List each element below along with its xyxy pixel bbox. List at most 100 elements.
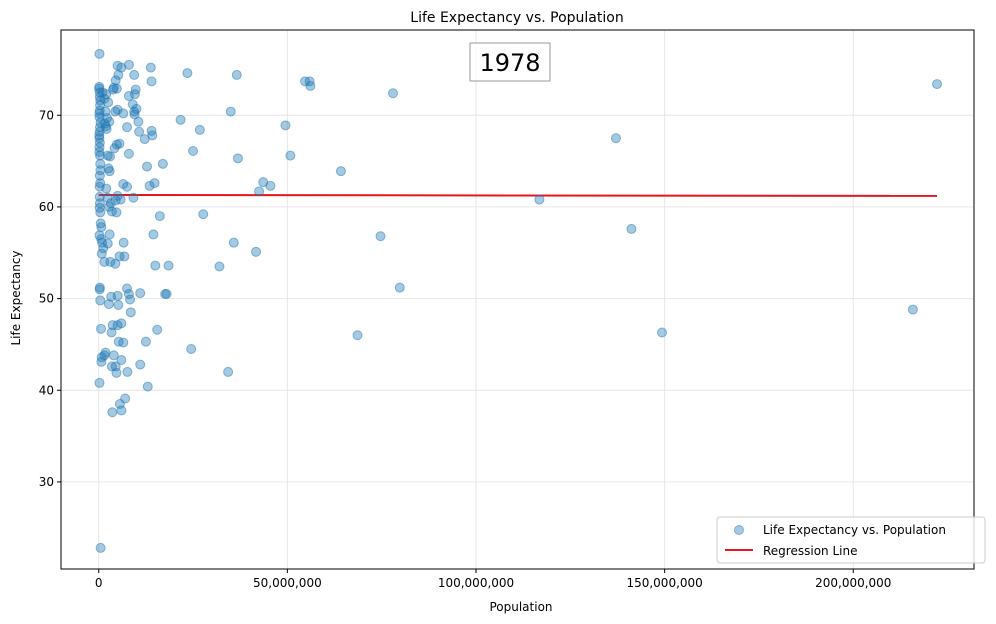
data-point — [150, 260, 161, 271]
data-point — [94, 130, 105, 141]
data-point — [214, 261, 225, 272]
gridlines — [61, 30, 974, 569]
data-point — [134, 126, 145, 137]
data-point — [94, 146, 105, 157]
data-point — [194, 124, 205, 135]
data-point — [122, 283, 133, 294]
data-point — [110, 75, 121, 86]
data-point — [147, 130, 158, 141]
data-point — [112, 104, 123, 115]
data-point — [95, 542, 106, 553]
data-point — [114, 138, 125, 149]
data-point — [116, 62, 127, 73]
x-tick-label: 200,000,000 — [815, 576, 891, 590]
data-point — [656, 327, 667, 338]
data-point — [932, 79, 943, 90]
data-point — [335, 166, 346, 177]
data-point — [186, 344, 197, 354]
data-point — [285, 150, 296, 161]
data-point — [116, 355, 127, 365]
chart-title: Life Expectancy vs. Population — [410, 10, 623, 26]
data-point — [142, 381, 153, 392]
scatter-points — [94, 48, 943, 553]
data-point — [251, 246, 262, 257]
data-point — [104, 166, 115, 177]
data-point — [118, 108, 129, 119]
legend-scatter-label: Life Expectancy vs. Population — [763, 523, 946, 537]
data-point — [100, 347, 111, 358]
data-point — [140, 336, 151, 347]
data-point — [95, 295, 106, 306]
data-point — [125, 307, 136, 318]
data-point — [231, 69, 242, 80]
data-point — [130, 84, 141, 95]
data-point — [144, 180, 155, 191]
data-point — [161, 289, 172, 299]
data-point — [265, 180, 276, 191]
data-point — [95, 150, 106, 161]
legend-line-label: Regression Line — [763, 544, 857, 558]
data-point — [101, 183, 112, 194]
year-annotation-text: 1978 — [479, 49, 540, 77]
data-point — [388, 88, 398, 99]
y-axis-title: Life Expectancy — [9, 250, 23, 345]
data-point — [113, 300, 124, 310]
y-tick-label: 60 — [39, 200, 54, 214]
data-point — [113, 69, 124, 80]
data-point — [375, 231, 386, 242]
data-point — [111, 207, 122, 218]
data-point — [626, 223, 637, 234]
x-axis-ticks: 0 50,000,000 100,000,000 150,000,000 200,000… — [95, 569, 891, 590]
data-point — [225, 106, 236, 117]
data-point — [610, 133, 621, 144]
data-point — [534, 194, 545, 205]
data-point — [154, 211, 165, 222]
data-point — [175, 114, 186, 125]
data-point — [907, 304, 918, 315]
data-point — [152, 324, 163, 335]
data-point — [96, 248, 107, 259]
data-point — [115, 194, 126, 205]
data-point — [118, 337, 129, 348]
data-point — [305, 80, 316, 91]
data-point — [228, 237, 239, 248]
data-point — [94, 48, 105, 59]
legend-scatter-marker — [734, 525, 744, 535]
data-point — [188, 146, 199, 156]
data-point — [95, 178, 106, 189]
data-point — [131, 103, 142, 114]
y-tick-label: 70 — [39, 108, 54, 122]
data-point — [142, 161, 153, 172]
data-point — [125, 294, 136, 305]
data-point — [105, 151, 116, 162]
y-tick-label: 40 — [39, 383, 54, 397]
legend: Life Expectancy vs. Population Regressio… — [716, 516, 986, 564]
data-point — [198, 209, 209, 220]
data-point — [102, 238, 113, 249]
x-tick-label: 100,000,000 — [438, 576, 514, 590]
data-point — [94, 284, 105, 295]
x-tick-label: 150,000,000 — [626, 576, 702, 590]
data-point — [111, 83, 122, 94]
data-point — [94, 377, 105, 388]
data-point — [129, 69, 140, 80]
data-point — [95, 323, 106, 334]
y-tick-label: 50 — [39, 292, 54, 306]
year-annotation: 1978 — [469, 42, 551, 82]
regression-line — [98, 194, 938, 197]
data-point — [114, 251, 125, 262]
data-point — [123, 59, 134, 70]
y-tick-label: 30 — [39, 475, 54, 489]
data-point — [94, 170, 105, 181]
data-point — [103, 97, 114, 108]
regression-line-layer — [98, 194, 938, 197]
data-point — [118, 237, 129, 248]
plot-frame — [60, 29, 975, 570]
data-point — [182, 68, 193, 79]
data-point — [107, 407, 118, 418]
data-point — [116, 405, 127, 416]
data-point — [101, 124, 112, 134]
data-point — [120, 393, 131, 404]
data-point — [254, 186, 265, 197]
data-point — [106, 327, 117, 338]
